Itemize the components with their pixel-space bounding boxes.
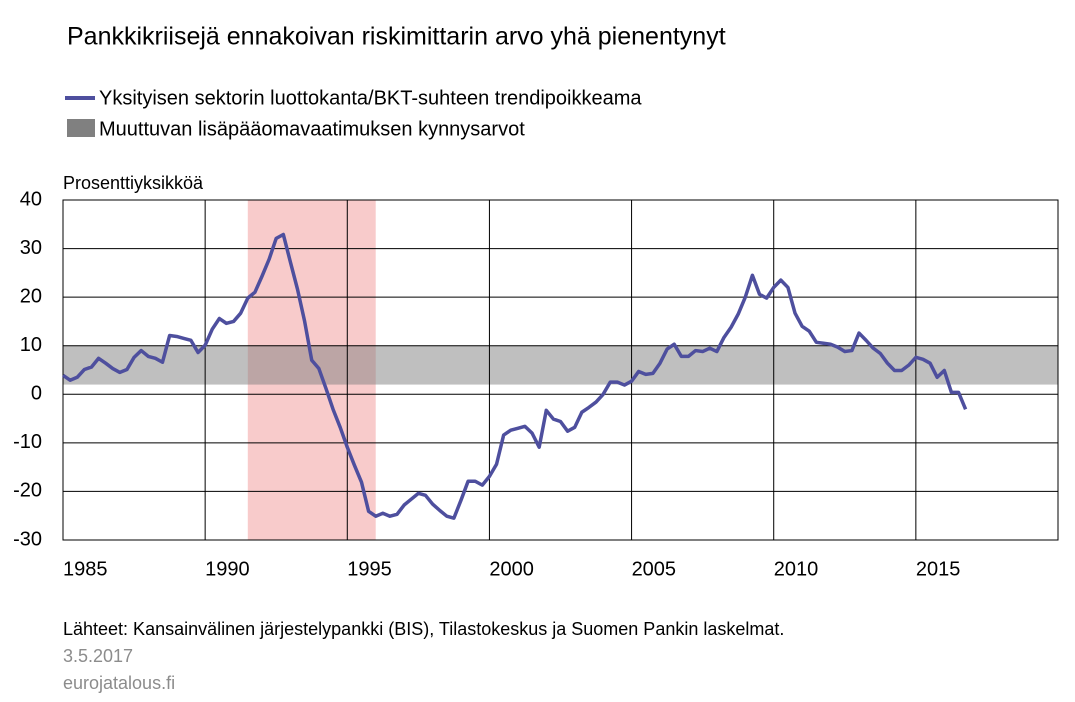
y-tick-label: 30 (20, 237, 42, 259)
threshold-band (63, 345, 1058, 385)
x-tick-label: 2000 (489, 558, 534, 580)
legend-swatch (67, 119, 95, 137)
y-tick-label: -10 (13, 431, 42, 453)
y-tick-label: 0 (31, 383, 42, 405)
x-tick-label: 1985 (63, 558, 108, 580)
source: Lähteet: Kansainvälinen järjestelypankki… (63, 619, 784, 639)
y-tick-label: 20 (20, 285, 42, 307)
x-tick-label: 1995 (347, 558, 392, 580)
y-tick-label: -30 (13, 528, 42, 550)
plot-border (62, 199, 1059, 541)
legend-label: Muuttuvan lisäpääomavaatimuksen kynnysar… (99, 118, 525, 140)
legend-label: Yksityisen sektorin luottokanta/BKT-suht… (99, 87, 642, 109)
x-tick-label: 2005 (632, 558, 677, 580)
y-tick-label: 10 (20, 334, 42, 356)
x-tick-label: 2010 (774, 558, 819, 580)
chart-title: Pankkikriisejä ennakoivan riskimittarin … (67, 23, 726, 51)
date: 3.5.2017 (63, 646, 133, 666)
website: eurojatalous.fi (63, 673, 175, 693)
x-tick-label: 1990 (205, 558, 250, 580)
x-tick-label: 2015 (916, 558, 961, 580)
y-axis-label: Prosenttiyksikköä (63, 173, 204, 193)
data-line (62, 232, 968, 520)
y-tick-label: -20 (13, 480, 42, 502)
y-tick-label: 40 (20, 188, 42, 210)
